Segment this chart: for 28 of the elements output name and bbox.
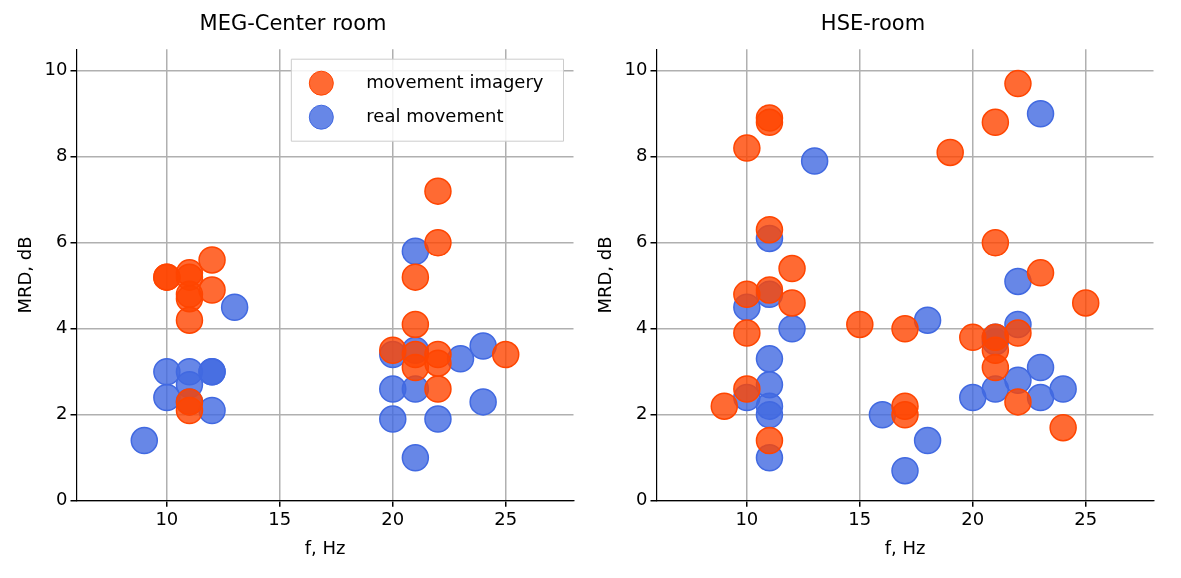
y-tick-label: 4: [636, 316, 648, 338]
legend-label: movement imagery: [366, 70, 544, 92]
x-tick-label: 15: [268, 508, 292, 530]
y-tick-label: 8: [636, 144, 648, 166]
y-tick-label: 10: [624, 58, 648, 80]
x-axis-title: f, Hz: [304, 536, 346, 558]
y-axis-title: MRD, dB: [14, 236, 36, 314]
y-tick-label: 2: [636, 402, 648, 424]
x-tick-label: 15: [848, 508, 872, 530]
chart-title: HSE-room: [820, 11, 926, 36]
legend-label: real movement: [366, 104, 504, 126]
x-tick-label: 20: [381, 508, 405, 530]
y-tick-label: 6: [56, 230, 68, 252]
y-tick-label: 8: [56, 144, 68, 166]
x-tick-label: 10: [735, 508, 759, 530]
y-tick-label: 0: [56, 488, 68, 510]
y-tick-label: 10: [44, 58, 68, 80]
chart-title: MEG-Center room: [199, 11, 387, 36]
y-tick-label: 6: [636, 230, 648, 252]
x-tick-label: 25: [1074, 508, 1098, 530]
x-tick-label: 25: [494, 508, 518, 530]
y-tick-label: 4: [56, 316, 68, 338]
x-tick-label: 10: [155, 508, 179, 530]
y-tick-label: 2: [56, 402, 68, 424]
y-axis-title: MRD, dB: [594, 236, 616, 314]
x-tick-label: 20: [961, 508, 985, 530]
x-axis-title: f, Hz: [884, 536, 926, 558]
y-tick-label: 0: [636, 488, 648, 510]
